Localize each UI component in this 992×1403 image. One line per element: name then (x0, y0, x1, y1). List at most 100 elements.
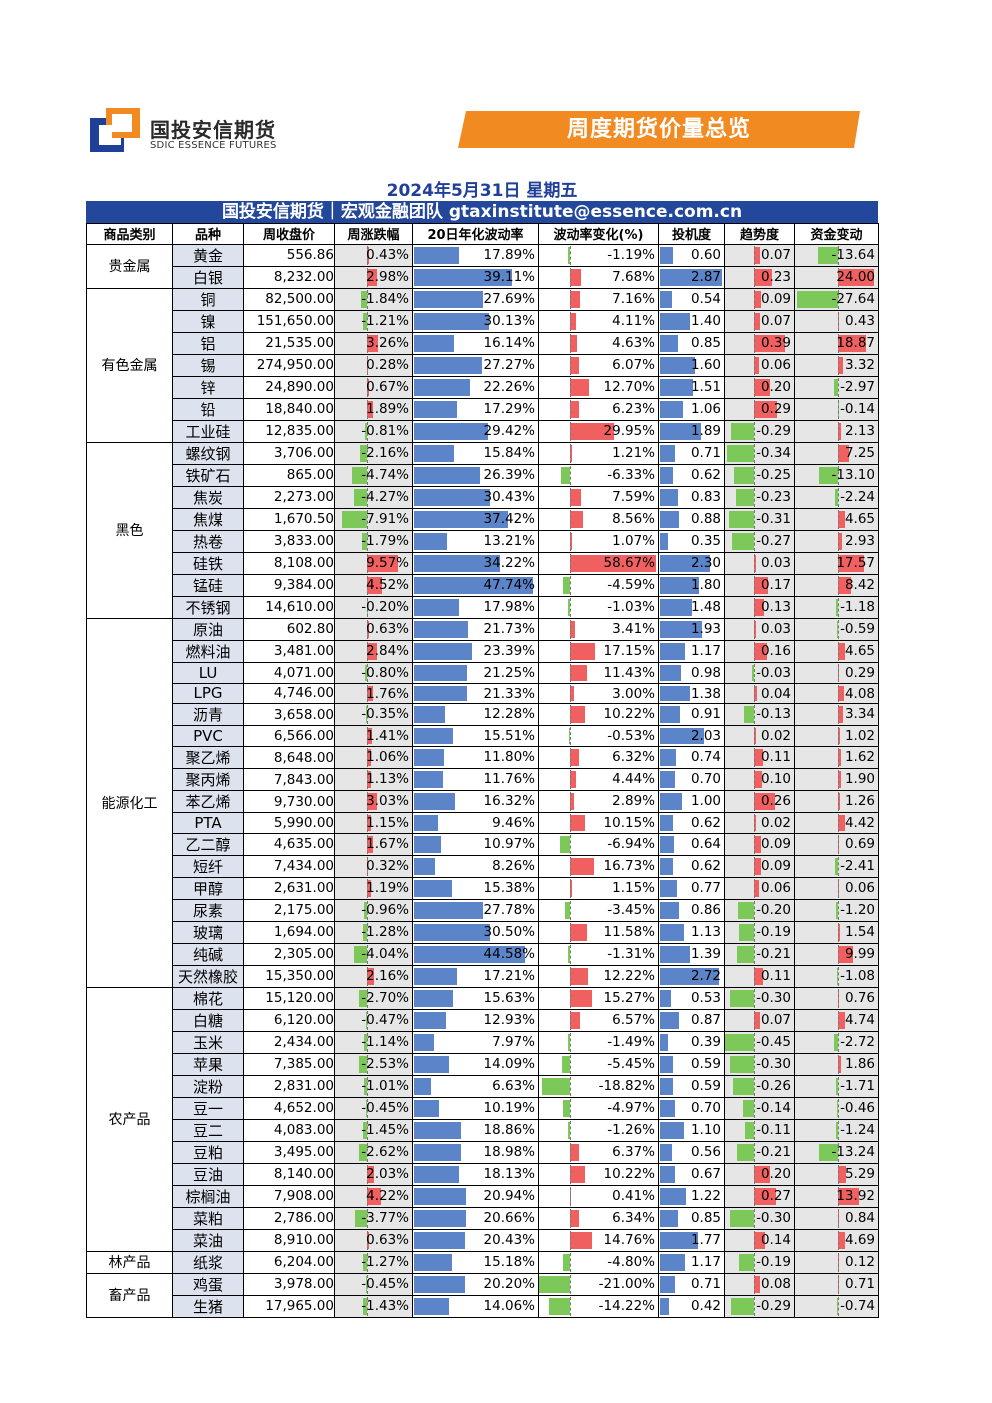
value-label: 2.30 (690, 554, 721, 571)
value-label: 0.04 (760, 685, 791, 702)
table-row: 镍 151,650.00 -1.21% 30.13% 4.11% 1.40 0.07 0.43 (87, 309, 879, 333)
value-bar (729, 1055, 754, 1073)
zero-axis (367, 575, 369, 595)
value-bar (414, 554, 500, 572)
zero-axis (753, 1296, 755, 1316)
value-bar (366, 598, 368, 616)
close-price-cell: 4,746.00 (243, 682, 335, 705)
volatility-cell: 15.84% (412, 441, 539, 465)
value-label: -0.19 (756, 923, 791, 940)
volatility-change-cell: -1.19% (538, 243, 659, 267)
zero-axis (838, 1142, 840, 1162)
value-label: 27.27% (483, 356, 535, 373)
value-label: -0.21 (756, 1143, 791, 1160)
table-row: 贵金属 黄金 556.86 0.43% 17.89% -1.19% 0.60 0.07 -13.… (86, 243, 879, 289)
value-bar (367, 685, 374, 702)
weekly-change-cell: 2.84% (334, 639, 413, 663)
value-bar (414, 706, 445, 724)
value-bar (838, 510, 846, 528)
value-bar (569, 664, 587, 681)
fund-change-cell: 18.87 (794, 331, 879, 355)
value-label: 11.80% (483, 749, 535, 766)
volatility-cell: 16.14% (412, 331, 539, 355)
value-label: 1.21% (612, 444, 655, 461)
zero-axis (753, 988, 755, 1008)
value-label: 15.51% (483, 728, 535, 745)
volatility-change-cell: 7.16% (538, 287, 659, 311)
close-price-cell: 2,273.00 (243, 485, 335, 509)
value-bar (660, 334, 679, 352)
value-bar (838, 771, 841, 789)
zero-axis (569, 399, 571, 419)
zero-axis (838, 1076, 840, 1096)
fund-change-cell: -1.71 (794, 1074, 879, 1098)
zero-axis (838, 814, 840, 832)
volatility-change-cell: 17.15% (538, 639, 659, 663)
zero-axis (753, 399, 755, 419)
volatility-cell: 20.66% (412, 1206, 539, 1230)
zero-axis (569, 966, 571, 986)
product-name-cell: 白糖 (172, 1008, 244, 1032)
value-label: 1.13 (690, 923, 721, 940)
table-row: 豆一 4,652.00 -0.45% 10.19% -4.97% 0.70 -0.14 -0.… (87, 1096, 879, 1120)
value-label: -2.53% (361, 1055, 409, 1072)
value-bar (833, 378, 839, 396)
value-label: 1.41% (366, 728, 409, 745)
product-name-cell: 尿素 (172, 898, 244, 922)
product-name-cell: 沥青 (172, 703, 244, 727)
zero-axis (753, 1076, 755, 1096)
value-label: -0.14 (756, 1099, 791, 1116)
value-bar (414, 879, 453, 897)
value-label: 15.18% (483, 1253, 535, 1270)
value-bar (414, 576, 534, 594)
volatility-cell: 9.46% (412, 812, 539, 834)
fund-change-cell: 4.69 (794, 1228, 879, 1252)
close-price-cell: 7,843.00 (243, 768, 335, 792)
fund-change-cell: 0.84 (794, 1206, 879, 1230)
volatility-change-cell: 10.22% (538, 703, 659, 727)
fund-change-cell: -1.08 (794, 964, 879, 988)
volatility-change-cell: 7.68% (538, 265, 659, 289)
zero-axis (569, 289, 571, 309)
zero-axis (569, 465, 571, 485)
value-label: -13.24 (831, 1143, 875, 1160)
value-bar (569, 1165, 585, 1183)
volatility-cell: 18.86% (412, 1118, 539, 1142)
value-bar (367, 793, 378, 811)
value-bar (414, 642, 473, 660)
weekly-change-cell: 1.19% (334, 876, 413, 900)
value-label: 1.38 (690, 685, 721, 702)
zero-axis (569, 1274, 571, 1294)
value-bar (732, 532, 754, 550)
value-label: -0.80% (361, 664, 409, 681)
value-bar (560, 466, 570, 484)
value-bar (367, 400, 374, 418)
value-label: 4.08 (844, 685, 875, 702)
value-bar (660, 510, 680, 528)
value-bar (838, 422, 842, 440)
value-label: 0.41% (612, 1187, 655, 1204)
value-bar (414, 771, 444, 789)
zero-axis (838, 619, 840, 639)
value-bar (753, 685, 758, 702)
zero-axis (838, 1032, 840, 1052)
value-bar (837, 1099, 839, 1117)
speculation-cell: 1.17 (658, 1250, 725, 1274)
value-bar (818, 246, 839, 264)
zero-axis (838, 705, 840, 725)
value-label: 0.56 (690, 1143, 721, 1160)
zero-axis (569, 1098, 571, 1118)
value-bar (818, 1143, 839, 1161)
value-label: 4.69 (844, 1231, 875, 1248)
value-bar (569, 857, 595, 875)
close-price-cell: 3,658.00 (243, 703, 335, 727)
value-bar (569, 1231, 592, 1249)
value-label: 8.26% (492, 857, 535, 874)
fund-change-cell: 3.32 (794, 353, 879, 377)
zero-axis (838, 1274, 840, 1294)
close-price-cell: 4,652.00 (243, 1096, 335, 1120)
weekly-change-cell: 0.67% (334, 375, 413, 399)
table-row: 菜粕 2,786.00 -3.77% 20.66% 6.34% 0.85 -0.30 0.84 (87, 1206, 879, 1230)
zero-axis (838, 684, 840, 703)
value-bar (414, 1275, 465, 1293)
